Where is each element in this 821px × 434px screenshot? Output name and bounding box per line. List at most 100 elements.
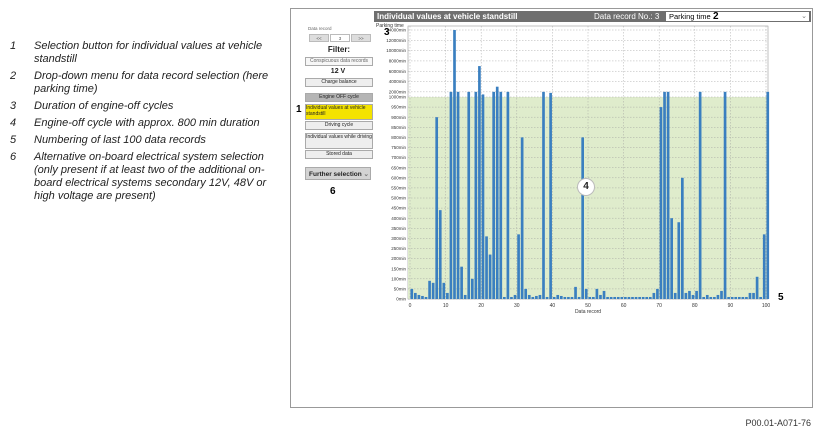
bar bbox=[559, 295, 563, 299]
individual-driving-button[interactable]: Individual values while driving bbox=[305, 133, 373, 149]
callout-6: 6 bbox=[330, 186, 336, 197]
bar bbox=[645, 296, 649, 299]
bar bbox=[414, 292, 417, 299]
bar bbox=[463, 294, 467, 299]
x-tick-label: 40 bbox=[550, 303, 556, 309]
bar bbox=[720, 290, 723, 299]
bar bbox=[727, 296, 730, 299]
bar bbox=[673, 292, 677, 299]
bar bbox=[506, 91, 510, 299]
bar bbox=[488, 254, 492, 299]
bar bbox=[627, 296, 631, 299]
y-axis-label: Parking time bbox=[376, 23, 404, 29]
x-tick-label: 100 bbox=[762, 303, 771, 309]
bar bbox=[688, 290, 691, 299]
bar bbox=[656, 288, 659, 299]
bar bbox=[659, 107, 663, 299]
individual-standstill-button[interactable]: Individual values at vehicle standstill bbox=[305, 104, 373, 120]
further-selection-button[interactable]: Further selection ⌄ bbox=[305, 167, 371, 180]
bar bbox=[556, 294, 560, 299]
charge-balance-button[interactable]: Charge balance bbox=[305, 78, 373, 87]
bar bbox=[563, 296, 567, 299]
bar bbox=[609, 296, 613, 299]
bar bbox=[663, 91, 666, 299]
bar bbox=[428, 280, 431, 299]
data-record-next-button[interactable]: >> bbox=[351, 34, 371, 42]
bar bbox=[592, 296, 595, 299]
bar bbox=[503, 296, 506, 299]
legend-item: 3 Duration of engine-off cycles bbox=[10, 100, 272, 113]
bar bbox=[442, 282, 446, 299]
legend-number: 4 bbox=[10, 117, 17, 129]
bar bbox=[624, 296, 627, 299]
legend-number: 2 bbox=[10, 70, 17, 82]
bar bbox=[755, 276, 759, 299]
bar bbox=[691, 294, 695, 299]
filter-title: Filter: bbox=[327, 45, 351, 54]
legend-text: Duration of engine-off cycles bbox=[34, 100, 174, 112]
y-tick-label: 450min bbox=[391, 206, 406, 211]
data-record-prev-button[interactable]: << bbox=[309, 34, 329, 42]
y-tick-label: 2000min bbox=[389, 89, 407, 94]
data-record-number: Data record No.: 3 bbox=[594, 12, 660, 21]
bar bbox=[542, 91, 545, 299]
y-tick-label: 600min bbox=[391, 175, 406, 180]
bar bbox=[641, 296, 645, 299]
bar bbox=[681, 177, 684, 299]
record-type-dropdown[interactable]: Parking time ⌄ bbox=[666, 12, 809, 21]
y-tick-label: 1000min bbox=[389, 95, 407, 100]
bar bbox=[588, 296, 592, 299]
y-tick-label: 350min bbox=[391, 226, 406, 231]
conspicuous-records-button[interactable]: Conspicuous data records bbox=[305, 57, 373, 66]
bar bbox=[513, 294, 517, 299]
y-tick-label: 200min bbox=[391, 256, 406, 261]
bar bbox=[549, 92, 552, 299]
bar bbox=[535, 295, 538, 299]
bar bbox=[634, 296, 638, 299]
bar bbox=[602, 290, 606, 299]
bar bbox=[531, 296, 535, 299]
legend-text: Engine-off cycle with approx. 800 min du… bbox=[34, 117, 260, 129]
bar bbox=[695, 290, 698, 299]
driving-cycle-button[interactable]: Driving cycle bbox=[305, 121, 373, 130]
legend-text: Selection button for individual values a… bbox=[34, 40, 263, 65]
stored-data-button[interactable]: Stored data bbox=[305, 150, 373, 159]
bar bbox=[435, 117, 439, 299]
legend-item: 6 Alternative on-board electrical system … bbox=[10, 151, 272, 203]
bar bbox=[652, 292, 656, 299]
bar bbox=[723, 91, 727, 299]
y-tick-label: 6000min bbox=[389, 69, 407, 74]
bar bbox=[737, 296, 741, 299]
title-bar: Individual values at vehicle standstill … bbox=[374, 11, 811, 22]
bar bbox=[709, 296, 713, 299]
data-record-input[interactable]: 3 bbox=[330, 34, 350, 42]
legend-item: 2 Drop-down menu for data record selectio… bbox=[10, 70, 272, 96]
x-tick-label: 10 bbox=[443, 303, 449, 309]
bar bbox=[538, 294, 542, 299]
bar bbox=[599, 294, 602, 299]
bar bbox=[510, 296, 513, 299]
y-tick-label: 650min bbox=[391, 165, 406, 170]
y-tick-label: 900min bbox=[391, 115, 406, 120]
callout-5: 5 bbox=[778, 292, 784, 303]
bar bbox=[474, 91, 478, 299]
legend-number: 5 bbox=[10, 134, 17, 146]
legend-item: 4 Engine-off cycle with approx. 800 min d… bbox=[10, 117, 272, 130]
y-tick-label: 800min bbox=[391, 135, 406, 140]
callout-3: 3 bbox=[384, 27, 390, 38]
engine-off-cycle-button[interactable]: Engine OFF cycle bbox=[305, 93, 373, 102]
bar bbox=[702, 296, 706, 299]
bar bbox=[631, 296, 634, 299]
figure-code: P00.01-A071-76 bbox=[745, 418, 811, 428]
bar bbox=[684, 292, 688, 299]
bar bbox=[595, 288, 599, 299]
bar bbox=[524, 288, 528, 299]
legend: 1 Selection button for individual values … bbox=[10, 40, 272, 207]
x-tick-label: 20 bbox=[478, 303, 484, 309]
x-tick-label: 80 bbox=[692, 303, 698, 309]
y-tick-label: 300min bbox=[391, 236, 406, 241]
bar bbox=[616, 296, 620, 299]
bar bbox=[481, 94, 485, 299]
bar bbox=[545, 296, 549, 299]
y-tick-label: 0min bbox=[396, 297, 406, 302]
